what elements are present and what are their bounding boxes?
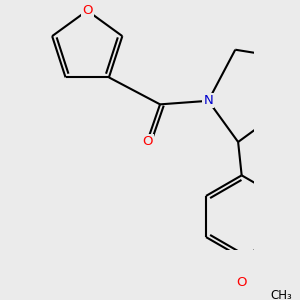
Text: N: N — [203, 94, 213, 107]
Text: O: O — [142, 135, 152, 148]
Text: O: O — [82, 4, 92, 17]
Text: O: O — [236, 276, 247, 289]
Text: CH₃: CH₃ — [271, 289, 292, 300]
